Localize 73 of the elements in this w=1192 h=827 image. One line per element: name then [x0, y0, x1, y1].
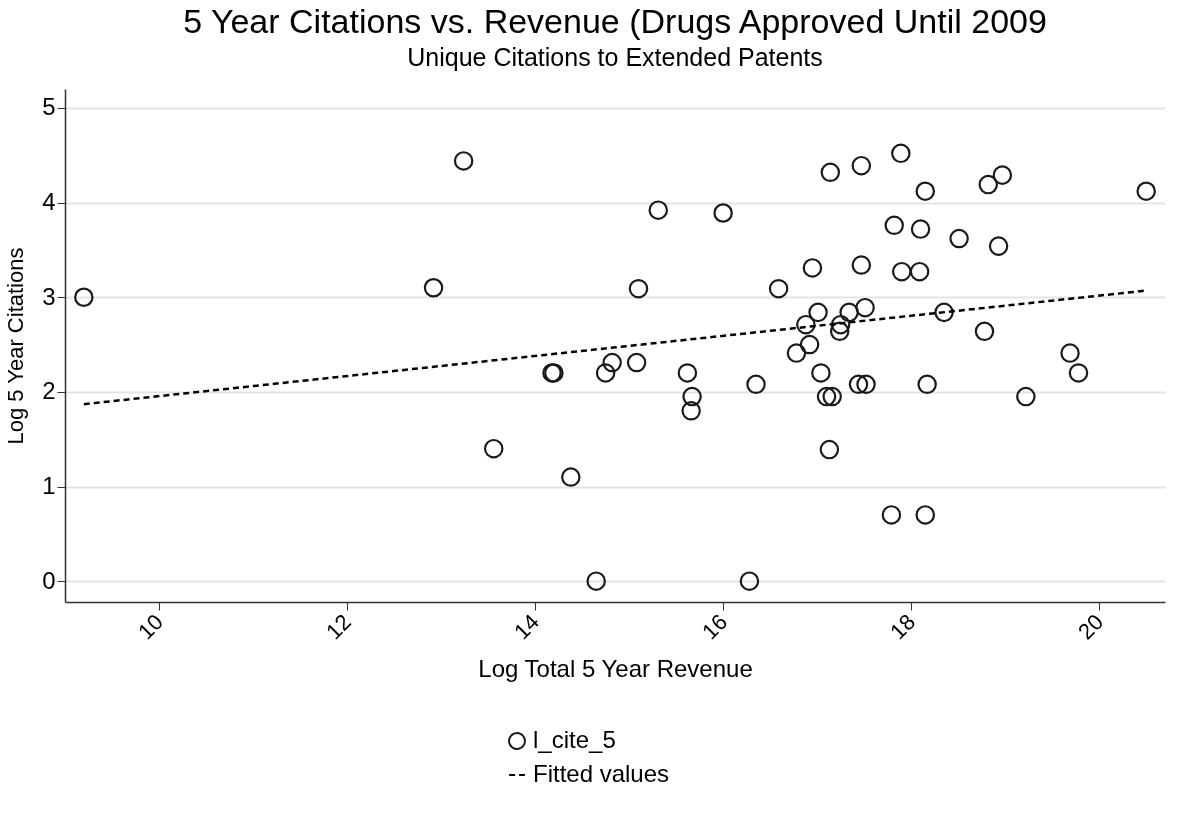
point — [799, 334, 820, 355]
point — [909, 261, 930, 282]
y-tick-label: 0 — [42, 566, 56, 594]
x-tick-label: 14 — [509, 609, 545, 645]
point — [1136, 181, 1156, 201]
point — [816, 386, 837, 407]
point — [856, 374, 876, 395]
point — [855, 297, 875, 318]
point — [681, 401, 701, 421]
point — [586, 571, 606, 591]
point — [915, 181, 936, 201]
point — [884, 215, 904, 236]
point — [819, 439, 840, 460]
point — [682, 386, 702, 407]
point — [910, 219, 931, 239]
legend-label: Fitted values — [533, 760, 670, 787]
point — [74, 287, 94, 307]
y-tick-label: 4 — [42, 188, 56, 216]
point — [915, 505, 936, 525]
y-tick-label: 5 — [42, 93, 56, 121]
x-tick-label: 16 — [697, 609, 733, 645]
y-tick-label: 3 — [42, 282, 56, 310]
x-tick-label: 18 — [885, 609, 921, 645]
point — [811, 363, 831, 383]
point — [1068, 363, 1089, 383]
point — [851, 155, 872, 176]
point — [595, 363, 616, 383]
point — [830, 314, 851, 335]
point — [848, 374, 869, 395]
point — [768, 278, 789, 299]
point — [934, 302, 954, 323]
point — [1016, 386, 1036, 407]
point — [808, 302, 828, 323]
point — [802, 258, 823, 278]
legend-label: l_cite_5 — [533, 726, 616, 753]
point — [561, 467, 581, 487]
point — [978, 174, 999, 195]
point — [822, 386, 842, 407]
point — [648, 200, 669, 220]
point — [917, 374, 937, 395]
point — [839, 302, 859, 323]
chart-subtitle: Unique Citations to Extended Patents — [407, 43, 823, 71]
point — [881, 505, 902, 525]
point — [483, 438, 504, 459]
y-tick-label: 1 — [42, 472, 56, 500]
point — [626, 352, 647, 373]
x-tick-label: 12 — [321, 609, 357, 645]
chart-title: 5 Year Citations vs. Revenue (Drugs Approved Until 2009 — [183, 2, 1047, 40]
point — [677, 363, 698, 383]
point — [1060, 343, 1080, 363]
point — [891, 143, 911, 164]
point — [992, 165, 1013, 185]
x-tick-label: 20 — [1073, 609, 1109, 645]
x-axis-title: Log Total 5 Year Revenue — [478, 654, 753, 682]
point — [891, 261, 912, 282]
point — [988, 236, 1009, 256]
point — [713, 203, 733, 223]
point — [739, 571, 760, 591]
point — [949, 228, 969, 249]
point — [796, 314, 816, 335]
point — [628, 278, 649, 299]
point — [829, 321, 850, 342]
point — [820, 162, 841, 183]
point — [602, 352, 622, 373]
point — [786, 343, 807, 363]
point — [423, 278, 444, 298]
y-axis-title: Log 5 Year Citations — [3, 247, 29, 445]
point — [974, 321, 995, 342]
point — [453, 151, 474, 171]
y-tick-label: 2 — [42, 377, 56, 405]
point — [851, 255, 872, 275]
x-tick-label: 10 — [133, 609, 168, 645]
point — [746, 374, 766, 395]
